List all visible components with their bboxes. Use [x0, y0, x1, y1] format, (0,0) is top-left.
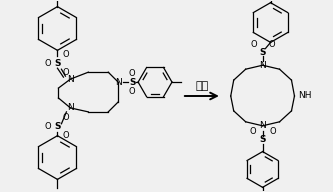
Text: O: O — [44, 59, 51, 68]
Text: O: O — [44, 122, 51, 131]
Text: S: S — [259, 48, 266, 57]
Text: N: N — [67, 75, 74, 84]
Text: O: O — [62, 50, 69, 59]
Text: O: O — [269, 127, 276, 136]
Text: NH: NH — [298, 92, 311, 100]
Text: O: O — [62, 113, 69, 122]
Text: O: O — [129, 87, 136, 96]
Text: S: S — [54, 122, 61, 131]
Text: S: S — [54, 59, 61, 68]
Text: O: O — [62, 131, 69, 140]
Text: S: S — [129, 78, 136, 87]
Text: N: N — [115, 78, 122, 87]
Text: S: S — [259, 135, 266, 144]
Text: O: O — [62, 68, 69, 77]
Text: O: O — [249, 127, 256, 136]
Text: O: O — [250, 40, 257, 49]
Text: O: O — [129, 69, 136, 78]
Text: O: O — [268, 40, 275, 49]
Text: N: N — [67, 103, 74, 112]
Text: N: N — [259, 61, 266, 70]
Text: N: N — [259, 121, 266, 130]
Text: 强碱: 强碱 — [195, 81, 208, 91]
